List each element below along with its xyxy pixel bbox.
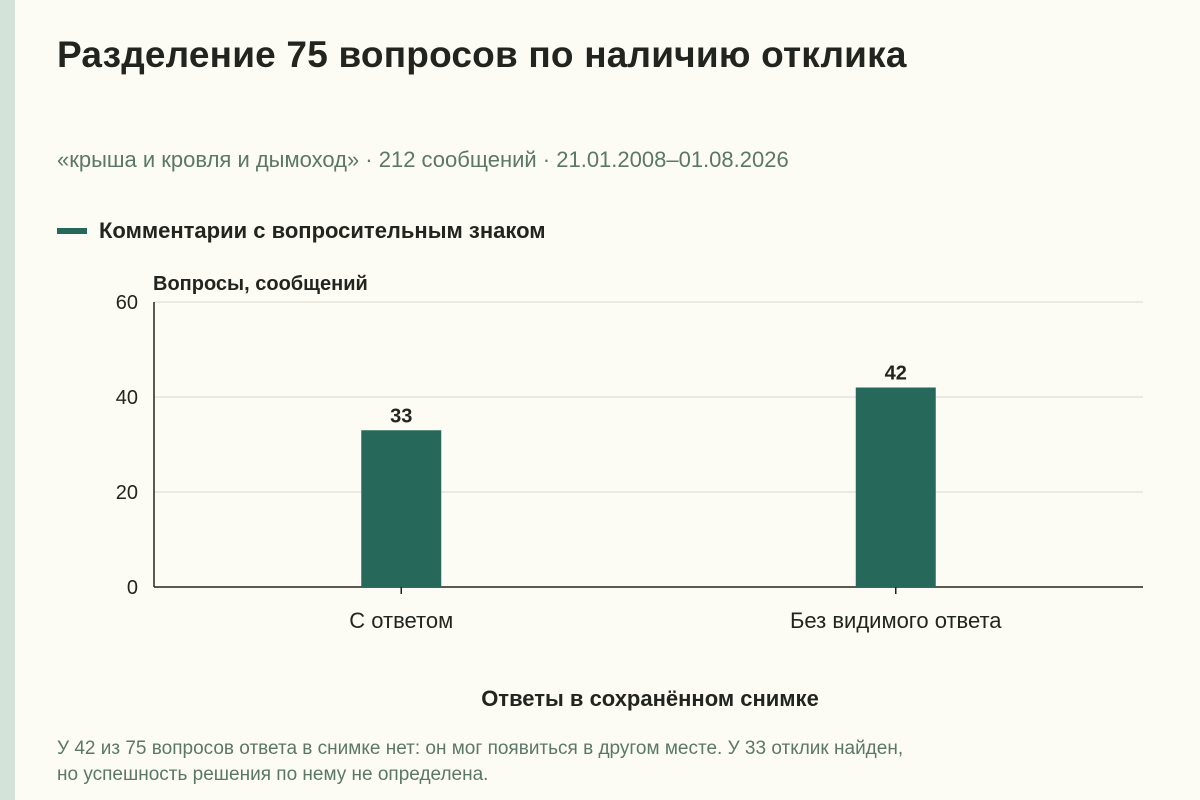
data-label: 33 bbox=[390, 405, 412, 427]
y-axis-title: Вопросы, сообщений bbox=[153, 273, 368, 295]
y-tick-label: 60 bbox=[116, 292, 138, 314]
chart-title: Разделение 75 вопросов по наличию отклик… bbox=[57, 34, 907, 75]
legend-label: Комментарии с вопросительным знаком bbox=[99, 218, 546, 243]
x-tick-label: Без видимого ответа bbox=[790, 608, 1002, 633]
data-label: 42 bbox=[885, 363, 907, 385]
legend: Комментарии с вопросительным знаком bbox=[57, 218, 546, 244]
footnote: У 42 из 75 вопросов ответа в снимке нет:… bbox=[57, 736, 1167, 788]
footnote-line-1: У 42 из 75 вопросов ответа в снимке нет:… bbox=[57, 738, 904, 759]
chart-subtitle: «крыша и кровля и дымоход» · 212 сообщен… bbox=[57, 147, 789, 172]
bar bbox=[361, 430, 442, 587]
y-tick-label: 20 bbox=[116, 482, 138, 504]
x-axis-title: Ответы в сохранённом снимке bbox=[481, 686, 819, 711]
legend-swatch bbox=[57, 228, 87, 234]
y-tick-label: 40 bbox=[116, 387, 138, 409]
side-stripe bbox=[0, 0, 15, 800]
x-tick-label: С ответом bbox=[349, 608, 453, 633]
footnote-line-2: но успешность решения по нему не определ… bbox=[57, 764, 489, 785]
bar bbox=[855, 387, 936, 587]
y-tick-label: 0 bbox=[127, 577, 138, 599]
